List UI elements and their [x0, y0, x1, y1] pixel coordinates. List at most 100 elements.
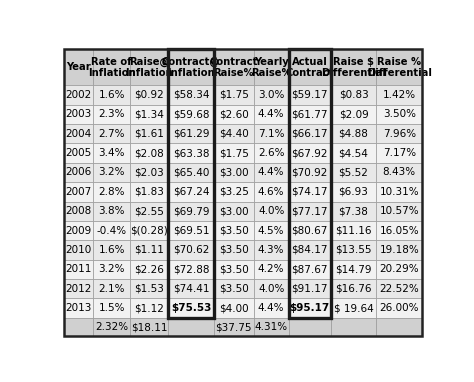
Text: $63.38: $63.38 [173, 148, 209, 158]
Text: 2010: 2010 [65, 245, 91, 255]
Text: $95.17: $95.17 [290, 303, 330, 313]
Text: $2.03: $2.03 [134, 167, 164, 178]
Text: $5.52: $5.52 [338, 167, 368, 178]
Text: 2012: 2012 [65, 284, 91, 294]
Bar [64, 240, 93, 260]
Bar [130, 318, 168, 337]
Bar [254, 318, 289, 337]
Bar [64, 202, 93, 221]
Text: 2004: 2004 [65, 129, 91, 139]
Bar [331, 105, 376, 124]
Bar [168, 240, 214, 260]
Bar [93, 143, 130, 163]
Bar [93, 318, 130, 337]
Text: $14.79: $14.79 [335, 264, 372, 274]
Text: 20.29%: 20.29% [380, 264, 419, 274]
Bar [64, 260, 93, 279]
Bar [289, 240, 331, 260]
Bar [64, 298, 93, 318]
Text: $2.60: $2.60 [219, 109, 248, 119]
Text: $2.55: $2.55 [134, 206, 164, 216]
Text: 7.1%: 7.1% [258, 129, 284, 139]
Bar [331, 318, 376, 337]
Bar [93, 221, 130, 240]
Text: 8.43%: 8.43% [383, 167, 416, 178]
Bar [130, 221, 168, 240]
Bar [289, 182, 331, 202]
Text: 22.52%: 22.52% [379, 284, 419, 294]
Text: 4.5%: 4.5% [258, 226, 284, 236]
Bar [93, 182, 130, 202]
Bar [331, 124, 376, 143]
Bar [376, 163, 422, 182]
Bar [168, 182, 214, 202]
Text: 3.4%: 3.4% [98, 148, 125, 158]
Text: 4.4%: 4.4% [258, 303, 284, 313]
Text: 4.31%: 4.31% [255, 322, 288, 332]
Bar [289, 49, 331, 85]
Text: 4.4%: 4.4% [258, 167, 284, 178]
Text: 2009: 2009 [65, 226, 91, 236]
Bar [64, 221, 93, 240]
Text: Contract@
Inflation: Contract@ Inflation [162, 57, 220, 78]
Bar [214, 143, 254, 163]
Bar [289, 124, 331, 143]
Bar [130, 85, 168, 105]
Bar [93, 105, 130, 124]
Bar [214, 124, 254, 143]
Text: $1.61: $1.61 [134, 129, 164, 139]
Bar [254, 202, 289, 221]
Text: 2.1%: 2.1% [98, 284, 125, 294]
Text: 3.8%: 3.8% [98, 206, 125, 216]
Text: Raise $
Differential: Raise $ Differential [321, 57, 386, 78]
Bar [254, 279, 289, 298]
Bar [289, 49, 331, 318]
Text: 4.6%: 4.6% [258, 187, 284, 197]
Text: $3.50: $3.50 [219, 226, 248, 236]
Bar [130, 202, 168, 221]
Text: 2.32%: 2.32% [95, 322, 128, 332]
Bar [289, 221, 331, 240]
Text: 10.57%: 10.57% [380, 206, 419, 216]
Bar [331, 260, 376, 279]
Bar [93, 240, 130, 260]
Bar [254, 143, 289, 163]
Text: 4.0%: 4.0% [258, 206, 284, 216]
Bar [214, 240, 254, 260]
Text: 16.05%: 16.05% [380, 226, 419, 236]
Bar [254, 298, 289, 318]
Bar [93, 260, 130, 279]
Text: $2.26: $2.26 [134, 264, 164, 274]
Text: $2.08: $2.08 [134, 148, 164, 158]
Bar [376, 260, 422, 279]
Bar [376, 143, 422, 163]
Text: $61.77: $61.77 [292, 109, 328, 119]
Bar [289, 260, 331, 279]
Bar [214, 202, 254, 221]
Bar [331, 202, 376, 221]
Bar [64, 318, 93, 337]
Bar [214, 49, 254, 85]
Text: $3.00: $3.00 [219, 167, 248, 178]
Bar [376, 124, 422, 143]
Bar [168, 298, 214, 318]
Bar [168, 124, 214, 143]
Text: $74.17: $74.17 [292, 187, 328, 197]
Text: $69.79: $69.79 [173, 206, 209, 216]
Text: $1.83: $1.83 [134, 187, 164, 197]
Bar [331, 163, 376, 182]
Text: $1.34: $1.34 [134, 109, 164, 119]
Bar [64, 163, 93, 182]
Bar [168, 163, 214, 182]
Text: -0.4%: -0.4% [97, 226, 127, 236]
Bar [168, 143, 214, 163]
Text: $1.12: $1.12 [134, 303, 164, 313]
Bar [130, 240, 168, 260]
Text: Year: Year [66, 62, 91, 72]
Bar [289, 163, 331, 182]
Text: $18.11: $18.11 [131, 322, 167, 332]
Text: 2006: 2006 [65, 167, 91, 178]
Bar [254, 49, 289, 85]
Bar [168, 105, 214, 124]
Text: 3.2%: 3.2% [98, 264, 125, 274]
